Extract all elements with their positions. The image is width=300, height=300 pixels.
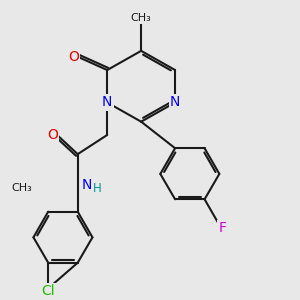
Text: Cl: Cl [41, 284, 55, 298]
Text: H: H [92, 182, 101, 195]
Text: O: O [68, 50, 79, 64]
Text: N: N [102, 95, 112, 110]
Text: CH₃: CH₃ [131, 14, 152, 23]
Text: N: N [170, 95, 180, 110]
Text: CH₃: CH₃ [11, 183, 32, 193]
Text: N: N [81, 178, 92, 192]
Text: O: O [47, 128, 58, 142]
Text: F: F [218, 221, 226, 236]
